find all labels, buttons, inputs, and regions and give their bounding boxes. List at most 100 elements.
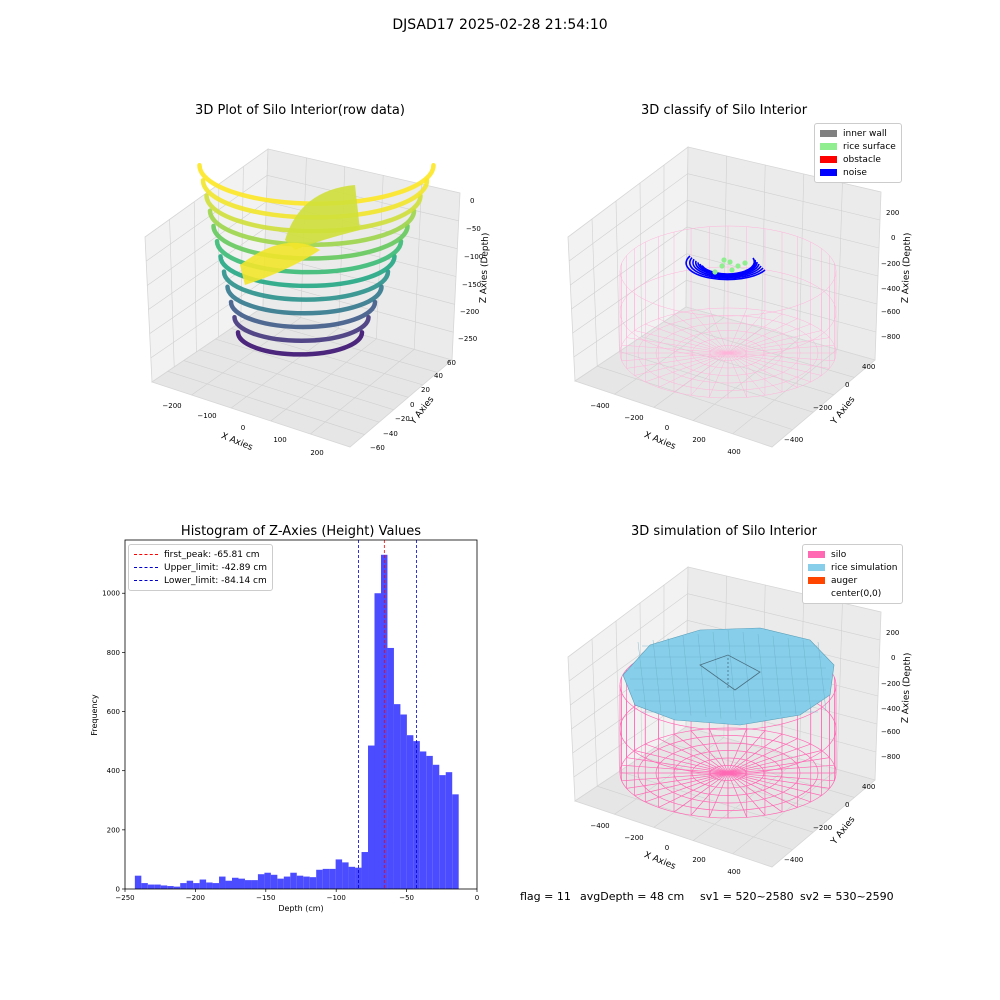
classify-y-tick: 0 [845, 381, 849, 389]
raw-y-ticks: −60 −40 −20 0 20 40 60 [370, 359, 456, 452]
raw-y-tick: 0 [410, 401, 414, 409]
legend-label: center(0,0) [831, 588, 882, 599]
raw-z-tick: −200 [460, 308, 479, 316]
histogram-bar [445, 772, 453, 889]
point-ring [214, 238, 404, 275]
raw-x-label: X Axies [219, 431, 254, 453]
classify-z-tick: 200 [886, 209, 899, 217]
simulation-x-tick: 0 [665, 844, 669, 852]
histogram-bar [225, 880, 233, 889]
simulation-legend: silo rice simulation auger center(0,0) [802, 544, 904, 604]
raw-x-tick: 100 [273, 436, 286, 444]
classify-z-tick: −800 [881, 333, 900, 341]
histogram-bar [141, 883, 148, 889]
raw-point-cloud [197, 162, 436, 357]
histogram-bar [206, 882, 213, 889]
histogram-bar [277, 878, 284, 889]
gridline [310, 349, 415, 435]
histogram-bar [173, 886, 181, 889]
rice-surface-point [721, 257, 727, 263]
histogram-bar [264, 872, 271, 889]
simulation-x-ticks: −400 −200 0 200 400 [590, 822, 740, 876]
silo-floor-ring [691, 337, 765, 369]
histogram-chart: −250 −200 −150 −100 −50 0 0 200 400 600 800 1000 D… [90, 539, 479, 913]
simulation-plot-title: 3D simulation of Silo Interior [631, 524, 817, 539]
point-cluster [240, 242, 320, 285]
gridline [597, 785, 793, 850]
noise-points [701, 257, 756, 275]
histogram-bars [134, 554, 459, 889]
legend-label: auger [831, 575, 858, 586]
raw-z-tick: −100 [464, 253, 483, 261]
rice-surface-point [735, 263, 741, 269]
rice-surface-point [719, 263, 725, 269]
y-tick-label: 800 [107, 649, 120, 657]
x-tick-label: 0 [475, 894, 479, 902]
gridline [573, 280, 877, 358]
silo-floor-ring [655, 322, 801, 384]
histogram-bar [432, 764, 440, 889]
gridline [572, 253, 878, 334]
center-swatch [808, 590, 825, 597]
surface-mesh-line [712, 631, 722, 719]
raw-y-tick: 20 [421, 386, 430, 394]
noise-points [688, 257, 764, 279]
classify-z-tick: −600 [881, 308, 900, 316]
legend-label: first_peak: -65.81 cm [164, 549, 260, 560]
simulation-3d-plot: −400 −200 0 200 400 X Axies −400 −200 0 … [567, 566, 913, 876]
lower-limit-line-swatch [134, 580, 158, 581]
raw-x-tick: 200 [310, 449, 323, 457]
point-ring [228, 299, 378, 330]
simulation-x-label: X Axies [642, 850, 677, 872]
gridline [663, 741, 855, 798]
legend-item-rice-surface: rice surface [820, 140, 896, 153]
histogram-bar [193, 883, 200, 889]
histogram-bar [342, 862, 349, 889]
rice-surface-point [729, 267, 735, 273]
gridline [193, 201, 197, 353]
raw-x-tick: −100 [197, 412, 216, 420]
raw-z-label: Z Axies (Depth) [479, 233, 491, 304]
surface-mesh-line [742, 631, 752, 719]
rice-surface-point [727, 259, 733, 265]
raw-x-tick: −200 [162, 402, 181, 410]
classify-gridlines [568, 155, 881, 435]
simulation-x-tick: −200 [624, 834, 643, 842]
histogram-bar [426, 755, 433, 889]
surface-mesh-line [772, 635, 782, 716]
noise-points [692, 258, 762, 278]
rice-surface-point [742, 260, 748, 266]
histogram-bar [232, 877, 239, 889]
legend-label: rice surface [843, 141, 896, 152]
auger-swatch [808, 577, 825, 584]
point-ring [211, 223, 410, 261]
classify-y-ticks: −400 −200 0 200 400 [784, 363, 875, 444]
histogram-bar [393, 704, 401, 889]
histogram-bar [180, 883, 187, 889]
histogram-bar [303, 876, 310, 889]
gridline [619, 351, 814, 413]
simulation-z-tick: −800 [881, 753, 900, 761]
histogram-bar [361, 852, 369, 889]
histogram-bar [296, 875, 304, 889]
raw-3d-plot: −200 −100 0 100 200 X Axies −60 −40 −20 … [144, 148, 491, 457]
first-peak-line-swatch [134, 554, 158, 555]
classify-x-tick: −200 [624, 414, 643, 422]
simulation-z-label: Z Axies (Depth) [901, 653, 913, 724]
classify-x-label: X Axies [642, 430, 677, 452]
simulation-z-tick: −400 [881, 705, 900, 713]
simulation-y-tick: −200 [813, 824, 832, 832]
histogram-bar [355, 867, 362, 889]
surface-mesh-line [757, 633, 767, 718]
simulation-rice-surface [622, 627, 835, 726]
histogram-bar [238, 878, 245, 889]
x-tick-label: −50 [399, 894, 414, 902]
surface-mesh-line [667, 637, 677, 715]
raw-y-tick: −40 [383, 430, 398, 438]
raw-y-tick: 60 [447, 359, 456, 367]
legend-item-center: center(0,0) [808, 587, 897, 600]
silo-floor-ring [673, 330, 783, 376]
histogram-bar [290, 872, 297, 889]
simulation-z-tick: −200 [881, 680, 900, 688]
gridline [614, 737, 724, 815]
